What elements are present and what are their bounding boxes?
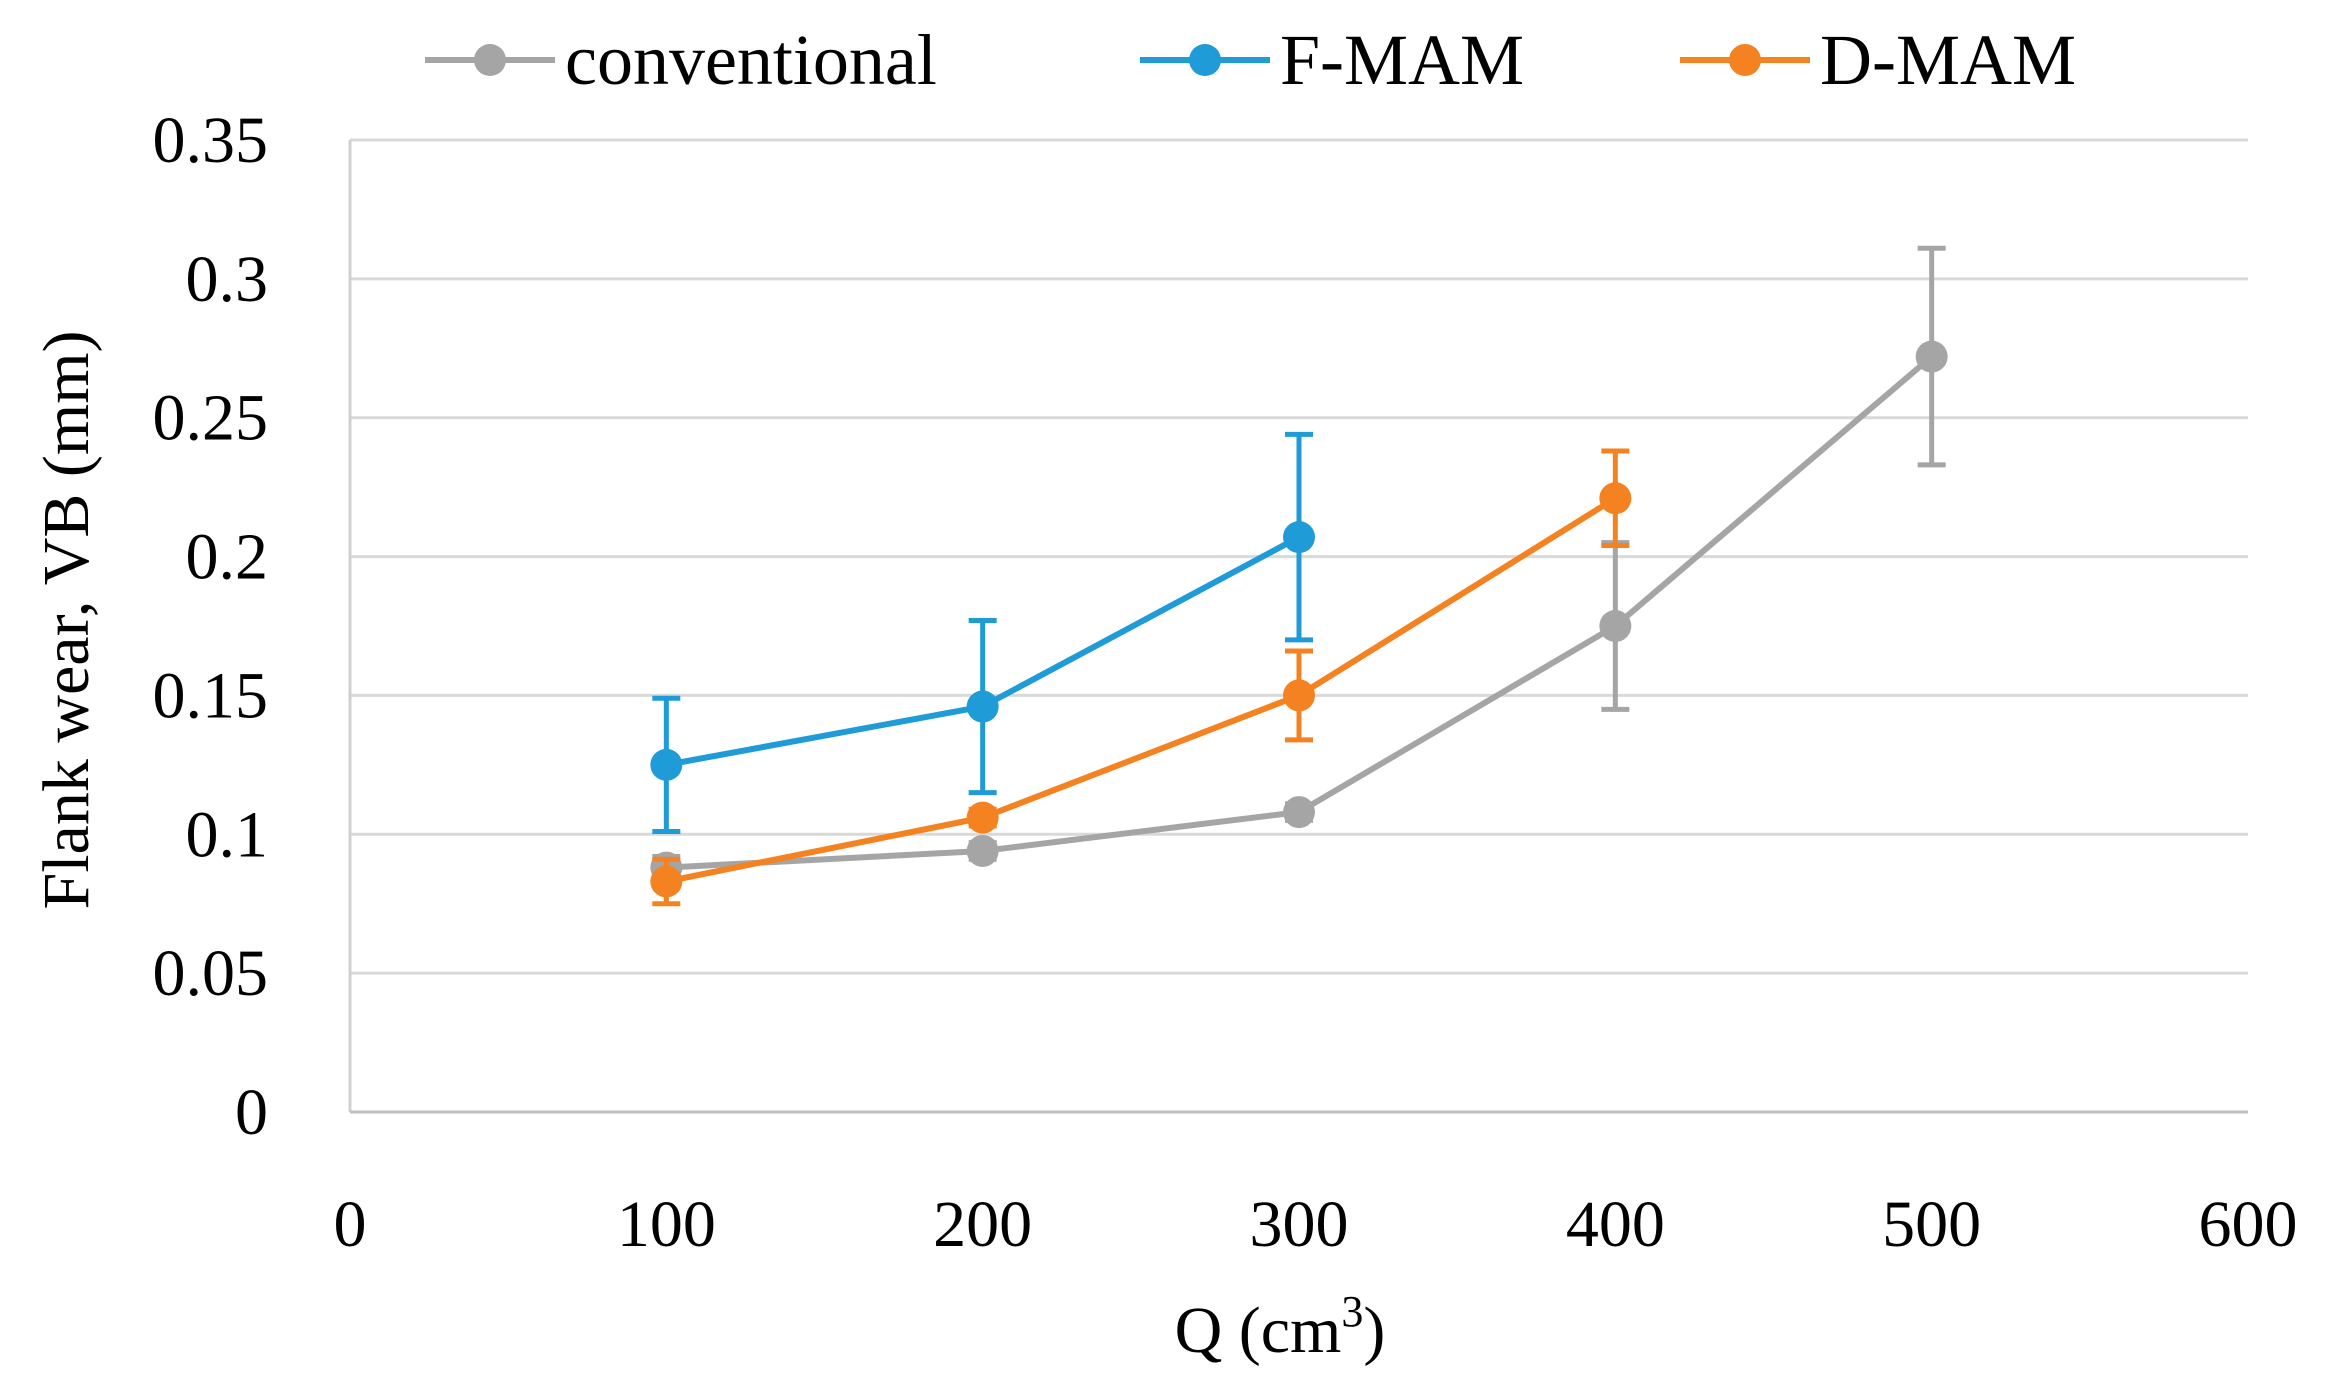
y-tick-label: 0.25 xyxy=(153,382,269,455)
x-axis-title-sup: 3 xyxy=(1341,1287,1363,1336)
x-tick-label: 0 xyxy=(334,1188,367,1261)
legend-item-conventional: conventional xyxy=(425,20,937,100)
data-point xyxy=(1599,482,1632,515)
x-tick-label: 500 xyxy=(1882,1188,1981,1261)
legend-marker xyxy=(1729,44,1761,76)
y-tick-label: 0.05 xyxy=(153,937,269,1010)
data-point xyxy=(966,690,999,723)
data-point xyxy=(1915,340,1948,373)
y-tick-label: 0.2 xyxy=(186,521,269,594)
y-axis-title: Flank wear, VB (mm) xyxy=(30,330,103,909)
y-tick-label: 0.35 xyxy=(153,104,269,177)
legend-label: D-MAM xyxy=(1820,20,2076,100)
series xyxy=(650,245,1948,907)
x-tick-label: 300 xyxy=(1250,1188,1349,1261)
y-tick-label: 0 xyxy=(235,1076,268,1149)
legend-item-d-mam: D-MAM xyxy=(1680,20,2076,100)
legend-marker xyxy=(1189,44,1221,76)
x-tick-labels: 0 100 200 300 400 500 600 xyxy=(334,1188,2298,1261)
y-tick-labels: 0 0.05 0.1 0.15 0.2 0.25 0.3 0.35 xyxy=(153,104,269,1149)
y-tick-label: 0.15 xyxy=(153,659,269,732)
data-point xyxy=(650,865,683,898)
series-d-mam xyxy=(650,448,1632,907)
data-point xyxy=(1283,796,1315,829)
legend-label: F-MAM xyxy=(1280,20,1524,100)
data-point xyxy=(966,801,999,834)
series-f-mam xyxy=(650,431,1315,835)
x-tick-label: 400 xyxy=(1566,1188,1665,1261)
data-point xyxy=(1599,610,1632,642)
legend: conventional F-MAM D-MAM xyxy=(425,20,2076,100)
legend-label: conventional xyxy=(565,20,937,100)
x-tick-label: 600 xyxy=(2199,1188,2298,1261)
x-axis-title-main: Q (cm xyxy=(1175,1294,1342,1367)
data-point xyxy=(650,748,683,781)
axes xyxy=(348,140,2248,1114)
data-point xyxy=(966,834,999,867)
x-axis-title: Q (cm3) xyxy=(1175,1287,1386,1367)
y-tick-label: 0.1 xyxy=(186,798,269,871)
x-tick-label: 100 xyxy=(617,1188,716,1261)
legend-marker xyxy=(474,44,506,76)
x-tick-label: 200 xyxy=(933,1188,1032,1261)
data-point xyxy=(1283,679,1315,712)
y-tick-label: 0.3 xyxy=(186,243,269,316)
data-point xyxy=(1283,521,1315,554)
legend-item-f-mam: F-MAM xyxy=(1140,20,1524,100)
series-line xyxy=(665,495,1617,885)
x-axis-title-suffix: ) xyxy=(1363,1294,1385,1367)
